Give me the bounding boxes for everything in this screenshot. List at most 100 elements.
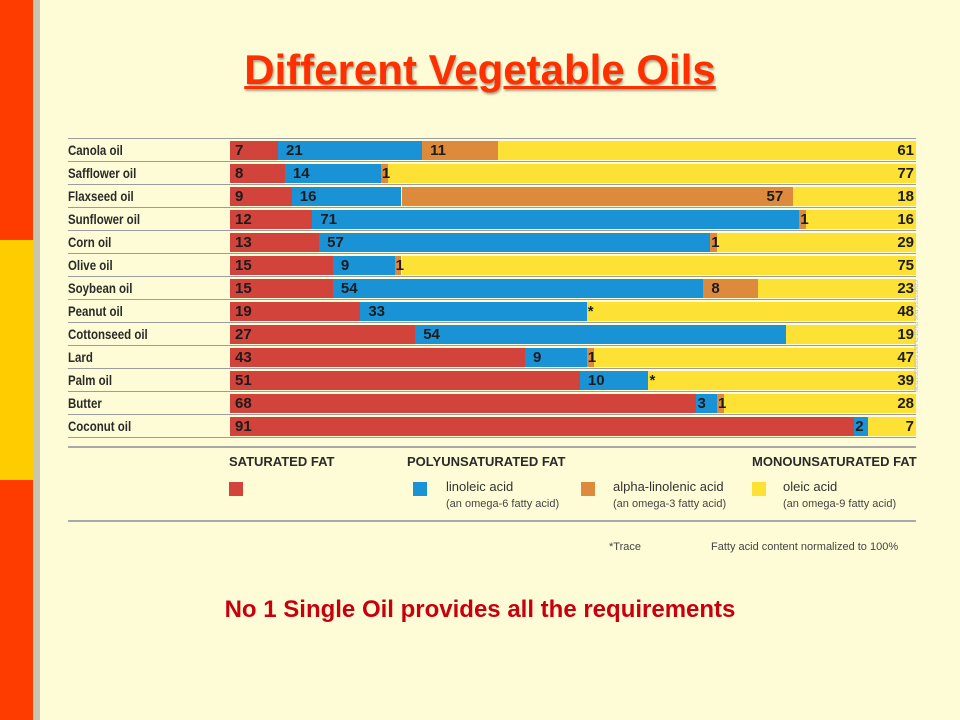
data-label: 91 xyxy=(235,418,252,435)
linoleic-segment xyxy=(696,394,718,413)
bar-row: Olive oil 15 9 1 75 xyxy=(68,255,916,277)
saturated-segment xyxy=(230,164,285,183)
category-label: Palm oil xyxy=(68,372,113,388)
image-credit: COURTESY, POS PILOT PLANT CORPORATION xyxy=(912,280,918,392)
category-label: Soybean oil xyxy=(68,280,133,296)
legend-linoleic-sub: (an omega-6 fatty acid) xyxy=(446,498,560,510)
bar-track: 8 14 1 77 xyxy=(230,163,916,184)
legend-oleic-name: oleic acid xyxy=(783,479,838,494)
bar-row: Sunflower oil 12 71 1 16 xyxy=(68,209,916,231)
footnote-normalized: Fatty acid content normalized to 100% xyxy=(711,541,899,553)
bar-track: 19 33 * 48 xyxy=(230,301,916,322)
saturated-segment xyxy=(230,279,333,298)
legend-swatch-alpha-linolenic xyxy=(581,482,595,496)
bar-row: Flaxseed oil 9 16 57 18 xyxy=(68,186,916,208)
alpha-linolenic-segment xyxy=(401,187,793,206)
data-label: 2 xyxy=(855,418,864,435)
bar-row: Lard 43 9 1 47 xyxy=(68,347,916,369)
saturated-segment xyxy=(230,256,333,275)
saturated-segment xyxy=(230,210,313,229)
linoleic-segment xyxy=(278,141,423,160)
oleic-segment xyxy=(792,187,916,206)
oleic-segment xyxy=(593,348,916,367)
bar-track: 7 21 11 61 xyxy=(230,140,916,161)
bar-track: 91 2 7 xyxy=(230,416,916,437)
alpha-linolenic-segment xyxy=(394,256,402,275)
data-label: 1 xyxy=(395,257,404,274)
bar-track: 43 9 1 47 xyxy=(230,347,916,368)
category-label: Sunflower oil xyxy=(68,211,141,227)
data-label: 57 xyxy=(327,234,344,251)
data-label: 71 xyxy=(320,211,337,228)
legend-swatch-saturated xyxy=(229,482,243,496)
data-label: 51 xyxy=(235,372,252,389)
oleic-segment xyxy=(586,302,916,321)
oleic-segment xyxy=(717,233,916,252)
data-label: 1 xyxy=(718,395,727,412)
data-label: 61 xyxy=(897,142,914,159)
oleic-segment xyxy=(648,371,916,390)
stacked-bar-chart: Canola oil 7 21 11 61 Safflower oil 8 14 1 77 Flax… xyxy=(68,140,916,440)
slide-title: Different Vegetable Oils xyxy=(244,46,716,93)
data-label: 9 xyxy=(532,349,542,366)
data-label: 75 xyxy=(897,257,914,274)
data-label: 1 xyxy=(587,349,597,366)
linoleic-segment xyxy=(854,417,868,436)
saturated-segment xyxy=(230,141,279,160)
category-label: Corn oil xyxy=(68,234,112,250)
data-label: 33 xyxy=(368,303,386,320)
legend-bottom-rule xyxy=(68,520,916,522)
chart-top-rule xyxy=(68,138,916,139)
data-label: 39 xyxy=(897,372,914,389)
data-label: 16 xyxy=(299,188,317,205)
legend-alpha-sub: (an omega-3 fatty acid) xyxy=(613,498,727,510)
alpha-linolenic-segment xyxy=(422,141,498,160)
oleic-segment xyxy=(723,394,916,413)
linoleic-segment xyxy=(332,256,395,275)
data-label: 28 xyxy=(897,395,914,412)
alpha-linolenic-segment xyxy=(703,279,759,298)
saturated-segment xyxy=(230,302,361,321)
category-label: Coconut oil xyxy=(68,418,132,434)
saturated-segment xyxy=(230,417,855,436)
bar-track: 68 3 1 28 xyxy=(230,393,916,414)
category-label: Olive oil xyxy=(68,257,113,273)
bar-row: Coconut oil 91 2 7 xyxy=(68,416,916,438)
bar-row: Soybean oil 15 54 8 23 xyxy=(68,278,916,300)
saturated-segment xyxy=(230,187,292,206)
linoleic-segment xyxy=(332,279,704,298)
alpha-linolenic-segment xyxy=(717,394,724,413)
bar-track: 12 71 1 16 xyxy=(230,209,916,230)
slide-subtitle: No 1 Single Oil provides all the require… xyxy=(224,596,736,623)
linoleic-segment xyxy=(415,325,786,344)
oleic-segment xyxy=(497,141,916,160)
data-label: 13 xyxy=(235,234,252,251)
saturated-segment xyxy=(230,233,320,252)
legend-mono-header: MONOUNSATURATED FAT xyxy=(752,454,917,469)
bar-row: Peanut oil 19 33 * 48 xyxy=(68,301,916,323)
bar-row: Canola oil 7 21 11 61 xyxy=(68,140,916,162)
bar-track: 51 10 * 39 xyxy=(230,370,916,391)
linoleic-segment xyxy=(524,348,587,367)
bar-row: Cottonseed oil 27 54 19 xyxy=(68,324,916,346)
data-label: 77 xyxy=(897,165,914,182)
category-label: Lard xyxy=(68,349,93,365)
bar-row: Corn oil 13 57 1 29 xyxy=(68,232,916,254)
bar-row: Safflower oil 8 14 1 77 xyxy=(68,163,916,185)
data-label: 19 xyxy=(897,326,914,343)
data-label: 29 xyxy=(897,234,914,251)
bar-row: Palm oil 51 10 * 39 xyxy=(68,370,916,392)
oleic-segment xyxy=(806,210,916,229)
legend-poly-header: POLYUNSATURATED FAT xyxy=(407,454,566,469)
category-label: Peanut oil xyxy=(68,303,123,319)
data-label: 18 xyxy=(897,188,914,205)
data-label: 27 xyxy=(235,326,252,343)
bar-track: 13 57 1 29 xyxy=(230,232,916,253)
saturated-segment xyxy=(230,325,416,344)
linoleic-segment xyxy=(579,371,649,390)
bar-track: 27 54 19 xyxy=(230,324,916,345)
data-label: 15 xyxy=(235,257,252,274)
linoleic-segment xyxy=(284,164,381,183)
data-label: 11 xyxy=(430,142,446,159)
legend-alpha-name: alpha-linolenic acid xyxy=(613,479,724,494)
